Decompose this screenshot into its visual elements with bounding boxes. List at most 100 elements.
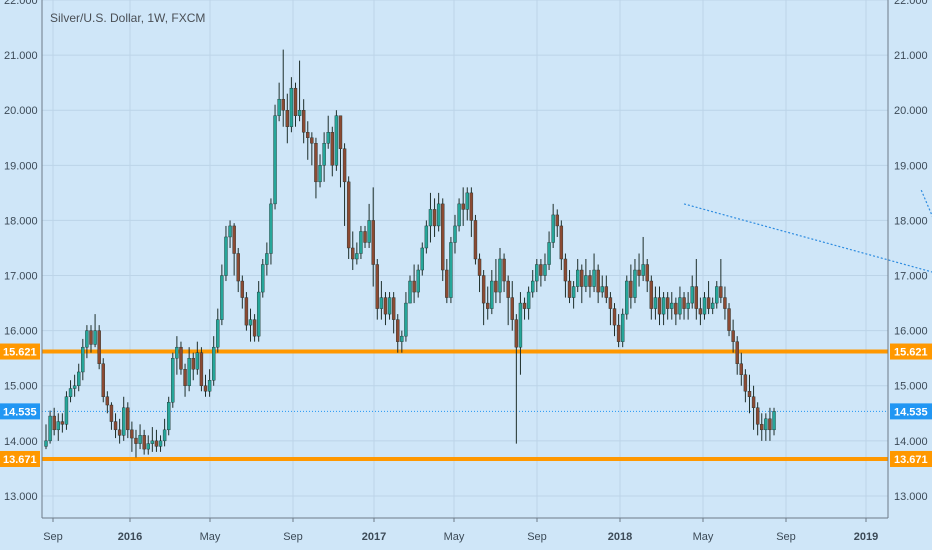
y-tick-label-left: 19.000: [4, 160, 38, 172]
candle-body: [686, 302, 690, 309]
candle-body: [616, 324, 621, 342]
candle: [674, 297, 678, 326]
candle: [473, 214, 478, 265]
candle: [387, 292, 392, 320]
candle: [506, 275, 510, 326]
candle: [522, 297, 527, 320]
candle: [665, 292, 670, 320]
candle: [117, 418, 122, 444]
candle-body: [596, 269, 600, 293]
level-tag-left: [0, 403, 40, 420]
candle: [150, 427, 155, 452]
candle-body: [179, 346, 183, 370]
candle: [567, 270, 572, 304]
candle: [44, 424, 48, 450]
candle: [175, 336, 179, 375]
candle-body: [277, 98, 281, 116]
candle-body: [330, 132, 334, 166]
candle-body: [698, 308, 703, 315]
candle: [424, 220, 429, 254]
candle-body: [220, 275, 224, 320]
candle-body: [490, 280, 494, 309]
candle-body: [727, 308, 731, 331]
candle: [531, 270, 535, 298]
candle: [751, 385, 756, 430]
candle: [543, 253, 547, 282]
candle: [326, 115, 330, 149]
candle: [510, 281, 514, 331]
candle-body: [604, 286, 609, 298]
candle-body: [563, 258, 568, 282]
candle: [89, 325, 93, 353]
x-tick-label: 2016: [118, 531, 142, 543]
candle-body: [670, 302, 674, 309]
candle-body: [743, 374, 748, 392]
candle: [457, 198, 461, 232]
candle-body: [690, 286, 694, 304]
candle: [154, 429, 159, 452]
candle: [486, 286, 490, 320]
candle-body: [731, 330, 735, 342]
y-tick-label-right: 19.000: [894, 160, 928, 172]
candle: [342, 143, 347, 226]
candle-body: [580, 269, 584, 287]
candle-body: [510, 297, 514, 320]
candle: [52, 407, 56, 436]
candle: [706, 281, 711, 315]
candle-body: [555, 214, 559, 227]
y-tick-label-right: 22.000: [894, 0, 928, 7]
candle-body: [612, 308, 617, 326]
candle: [68, 380, 73, 403]
candle: [526, 286, 531, 320]
level-lines: [42, 349, 888, 461]
candle-body: [665, 297, 670, 309]
candle-body: [706, 297, 711, 309]
candle-body: [755, 407, 760, 425]
candle-body: [653, 297, 658, 309]
candle: [211, 336, 216, 386]
candle: [559, 220, 564, 271]
candle-body: [498, 258, 502, 293]
candle-body: [293, 87, 298, 116]
candle-body: [322, 143, 326, 166]
candle-body: [400, 335, 404, 342]
y-tick-label-left: 17.000: [4, 271, 38, 283]
candle-body: [477, 258, 482, 276]
candle: [277, 82, 281, 122]
candle-body: [620, 313, 625, 342]
candle-body: [657, 297, 662, 315]
candle: [396, 314, 400, 353]
candle: [48, 410, 52, 444]
candle: [535, 259, 539, 293]
candle-body: [445, 269, 449, 298]
candle-body: [105, 396, 110, 406]
candle-body: [162, 429, 167, 442]
candle: [306, 121, 310, 160]
x-tick-label: 2019: [854, 531, 878, 543]
level-label-right: 15.621: [894, 347, 928, 359]
candle: [641, 236, 645, 282]
candle: [608, 292, 613, 326]
candle-body: [514, 319, 519, 348]
candle-body: [715, 286, 719, 304]
candle-body: [678, 297, 682, 315]
candle: [629, 264, 633, 309]
candle: [281, 49, 285, 127]
x-tick-label: May: [200, 531, 221, 543]
candle: [224, 225, 228, 282]
candle: [64, 391, 69, 430]
level-label-left: 14.535: [3, 406, 37, 418]
y-tick-label-right: 13.000: [894, 491, 928, 503]
candle: [539, 259, 543, 287]
candle: [592, 253, 596, 293]
candle-body: [551, 214, 555, 243]
candle-body: [166, 402, 171, 431]
candle-body: [273, 115, 277, 205]
candle: [195, 341, 200, 375]
candle-body: [396, 319, 400, 342]
candle-body: [306, 132, 310, 138]
candle: [346, 176, 351, 259]
